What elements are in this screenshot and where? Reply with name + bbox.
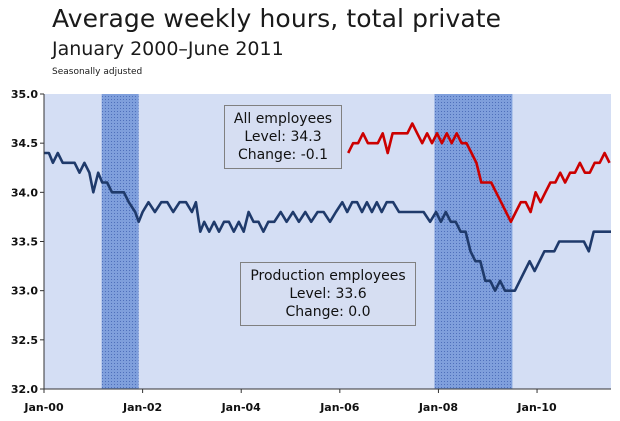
annotation-prod-line-1: Production employees <box>250 268 406 284</box>
y-tick-label-0: 32.0 <box>11 383 38 396</box>
x-tick-label-1: Jan-02 <box>122 401 162 414</box>
annotation-prod-line-2: Level: 33.6 <box>289 286 367 302</box>
annotation-production-employees: Production employees Level: 33.6 Change:… <box>240 262 416 326</box>
x-tick-label-2: Jan-04 <box>221 401 262 414</box>
y-tick-label-1: 32.5 <box>11 334 38 347</box>
recession-band-1 <box>101 94 139 389</box>
y-tick-label-4: 34.0 <box>11 186 38 199</box>
chart-title: Average weekly hours, total private <box>52 4 502 33</box>
annotation-all-line-3: Change: -0.1 <box>237 147 329 163</box>
annotation-all-line-2: Level: 34.3 <box>244 129 322 145</box>
y-tick-label-3: 33.5 <box>11 236 38 249</box>
series-line-all-employees <box>347 122 611 224</box>
annotation-all-employees: All employees Level: 34.3 Change: -0.1 <box>224 105 342 169</box>
y-tick-label-6: 35.0 <box>11 88 38 101</box>
y-tick-label-5: 34.5 <box>11 137 38 150</box>
annotation-all-line-1: All employees <box>233 111 333 127</box>
annotation-prod-line-3: Change: 0.0 <box>285 304 371 320</box>
x-tick-label-5: Jan-10 <box>516 401 557 414</box>
seasonal-note: Seasonally adjusted <box>52 67 143 77</box>
x-tick-label-4: Jan-08 <box>418 401 458 414</box>
y-tick-label-2: 33.0 <box>11 285 38 298</box>
recession-band-2 <box>434 94 513 389</box>
x-tick-label-0: Jan-00 <box>23 401 64 414</box>
x-tick-label-3: Jan-06 <box>319 401 360 414</box>
chart-subtitle: January 2000–June 2011 <box>52 38 284 60</box>
series-line-production-employees <box>44 151 611 292</box>
